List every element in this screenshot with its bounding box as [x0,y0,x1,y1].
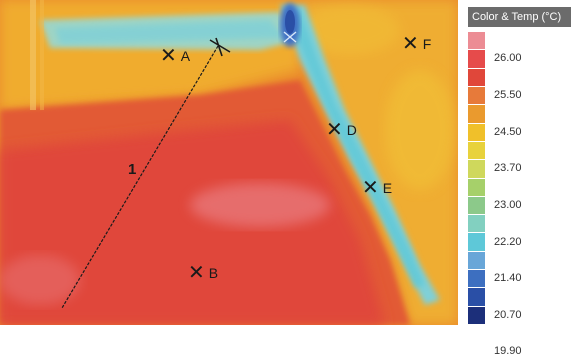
marker-label: A [180,48,191,64]
thermal-heatmap [0,0,458,325]
cross-icon: ✕ [160,45,177,67]
legend-tick-label: 23.70 [494,162,522,175]
legend-swatch [468,160,485,178]
legend-tick-label: 24.50 [494,125,522,138]
legend-tick-label: 20.70 [494,308,522,321]
legend-swatch [468,196,485,215]
legend-swatch [468,32,485,50]
marker-b: ✕ B [188,263,218,283]
marker-label: D [346,122,357,138]
marker-a: ✕ A [160,46,190,66]
legend-swatch [468,68,485,86]
legend-swatch [468,178,485,196]
legend-swatch [468,141,485,160]
measure-line-label: 1 [128,161,137,178]
measure-line [61,45,219,309]
legend-swatch [468,251,485,270]
legend-swatch [468,306,485,324]
marker-d: ✕ D [326,120,357,140]
legend-tick-label: 25.50 [494,89,522,102]
legend-swatch [468,105,485,123]
marker-f: ✕ F [402,34,431,54]
cross-icon: ✕ [362,177,379,199]
temperature-legend: Color & Temp (°C) 26.00 25.50 24.50 23.70 23… [465,0,571,357]
legend-tick-label: 26.00 [494,52,522,65]
legend-tick-label: 23.00 [494,198,522,211]
legend-tick-label: 21.40 [494,272,522,285]
legend-title: Color & Temp (°C) [468,7,571,27]
thermal-image: ✕ A ✕ B ✕ D ✕ E ✕ F 1 [0,0,458,325]
legend-swatch [468,50,485,68]
marker-e: ✕ E [362,178,392,198]
cross-icon: ✕ [188,262,205,284]
legend-tick-label: 22.20 [494,235,522,248]
cross-icon: ✕ [402,33,419,55]
legend-swatch [468,123,485,141]
legend-swatch [468,215,485,233]
legend-swatch [468,288,485,306]
marker-label: B [208,265,219,281]
cross-icon: ✕ [326,119,343,141]
legend-swatch [468,86,485,105]
marker-label: F [422,36,432,52]
legend-swatch [468,270,485,288]
legend-tick-label: 19.90 [494,345,522,357]
marker-label: E [382,180,393,196]
legend-swatch [468,233,485,251]
